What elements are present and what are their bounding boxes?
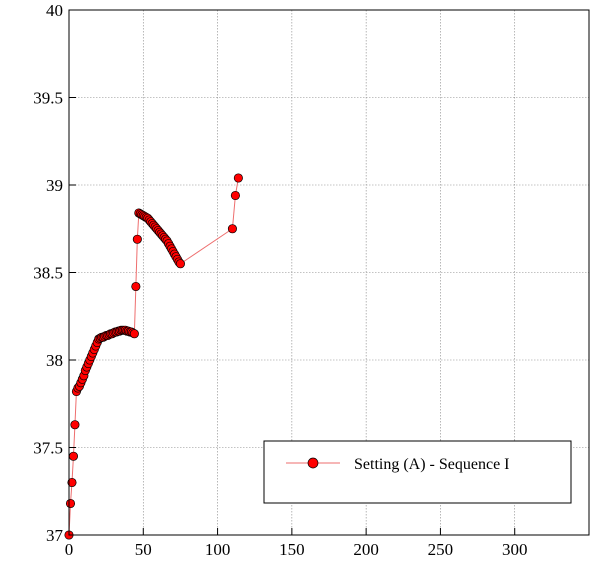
series-1: [64, 173, 243, 540]
data-point: [131, 281, 141, 292]
data-point: [233, 173, 243, 183]
x-tick-label: 50: [135, 540, 152, 559]
data-point: [68, 451, 79, 461]
y-tick-label: 40: [46, 1, 63, 20]
data-point: [129, 329, 139, 339]
series-layer: [64, 173, 243, 540]
y-tick-label: 37: [46, 526, 64, 545]
y-tick-label: 37.5: [33, 439, 63, 458]
legend-item: Setting (A) - Sequence I: [286, 456, 510, 473]
legend: Setting (A) - Sequence I: [263, 440, 572, 504]
ticks: [68, 9, 516, 536]
tick-labels: 0 50 100 150 200 250 300 37 37.5 38 38.5 39 39.5 40: [33, 1, 527, 559]
x-tick-label: 0: [65, 540, 74, 559]
x-tick-label: 150: [279, 540, 305, 559]
data-point: [175, 259, 185, 269]
legend-label: Setting (A) - Sequence I: [354, 456, 510, 473]
data-point: [65, 498, 76, 509]
data-point: [227, 224, 237, 234]
y-tick-label: 38.5: [33, 264, 63, 283]
y-tick-label: 38: [46, 351, 63, 370]
x-tick-label: 200: [353, 540, 379, 559]
x-tick-label: 100: [205, 540, 231, 559]
y-tick-label: 39.5: [33, 89, 63, 108]
x-tick-label: 300: [502, 540, 528, 559]
data-point: [230, 190, 240, 201]
data-point: [132, 234, 142, 244]
x-tick-label: 250: [428, 540, 454, 559]
y-tick-label: 39: [46, 176, 63, 195]
legend-marker: [307, 457, 319, 469]
legend-box: [263, 440, 572, 504]
data-point: [67, 477, 77, 488]
data-point: [70, 420, 80, 430]
